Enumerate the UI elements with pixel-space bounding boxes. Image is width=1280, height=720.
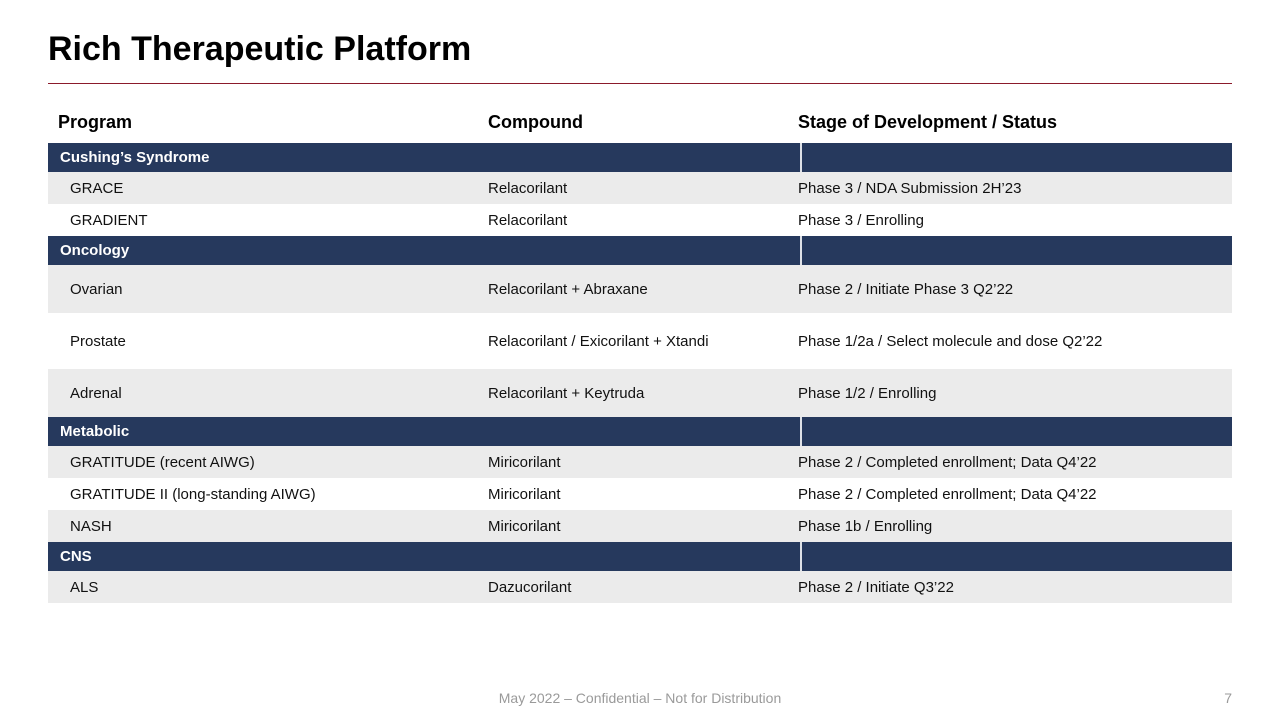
cell-program: GRACE [48,180,488,197]
col-header-compound: Compound [488,112,798,133]
table-row: NASHMiricorilantPhase 1b / Enrolling [48,510,1232,542]
table-row: ProstateRelacorilant / Exicorilant + Xta… [48,313,1232,369]
cell-stage: Phase 2 / Initiate Q3’22 [798,579,1232,596]
slide: Rich Therapeutic Platform Program Compou… [0,0,1280,603]
cell-stage: Phase 1/2a / Select molecule and dose Q2… [798,333,1232,350]
cell-stage: Phase 2 / Completed enrollment; Data Q4’… [798,486,1232,503]
section-header: Oncology [48,236,1232,265]
footer-confidential: May 2022 – Confidential – Not for Distri… [0,690,1280,706]
cell-compound: Relacorilant [488,212,798,229]
table-row: OvarianRelacorilant + AbraxanePhase 2 / … [48,265,1232,313]
cell-program: Adrenal [48,385,488,402]
cell-program: GRATITUDE (recent AIWG) [48,454,488,471]
cell-compound: Relacorilant [488,180,798,197]
table-row: AdrenalRelacorilant + KeytrudaPhase 1/2 … [48,369,1232,417]
cell-compound: Miricorilant [488,454,798,471]
section-header: CNS [48,542,1232,571]
cell-program: NASH [48,518,488,535]
cell-stage: Phase 2 / Completed enrollment; Data Q4’… [798,454,1232,471]
cell-compound: Dazucorilant [488,579,798,596]
title-rule [48,83,1232,84]
cell-compound: Relacorilant / Exicorilant + Xtandi [488,333,798,350]
cell-program: Ovarian [48,281,488,298]
cell-compound: Miricorilant [488,518,798,535]
table-column-headers: Program Compound Stage of Development / … [48,112,1232,143]
cell-compound: Relacorilant + Abraxane [488,281,798,298]
cell-compound: Relacorilant + Keytruda [488,385,798,402]
cell-program: GRATITUDE II (long-standing AIWG) [48,486,488,503]
cell-stage: Phase 3 / NDA Submission 2H’23 [798,180,1232,197]
cell-stage: Phase 2 / Initiate Phase 3 Q2’22 [798,281,1232,298]
slide-title: Rich Therapeutic Platform [48,30,1232,69]
table-row: GRATITUDE II (long-standing AIWG)Miricor… [48,478,1232,510]
cell-stage: Phase 3 / Enrolling [798,212,1232,229]
cell-stage: Phase 1b / Enrolling [798,518,1232,535]
cell-program: ALS [48,579,488,596]
table-row: GRADIENTRelacorilantPhase 3 / Enrolling [48,204,1232,236]
col-header-program: Program [48,112,488,133]
page-number: 7 [1224,690,1232,706]
table-row: ALSDazucorilantPhase 2 / Initiate Q3’22 [48,571,1232,603]
cell-program: GRADIENT [48,212,488,229]
table-row: GRATITUDE (recent AIWG)MiricorilantPhase… [48,446,1232,478]
cell-compound: Miricorilant [488,486,798,503]
cell-program: Prostate [48,333,488,350]
cell-stage: Phase 1/2 / Enrolling [798,385,1232,402]
table-row: GRACERelacorilantPhase 3 / NDA Submissio… [48,172,1232,204]
pipeline-table: Cushing’s SyndromeGRACERelacorilantPhase… [48,143,1232,603]
section-header: Metabolic [48,417,1232,446]
section-header: Cushing’s Syndrome [48,143,1232,172]
col-header-stage: Stage of Development / Status [798,112,1232,133]
